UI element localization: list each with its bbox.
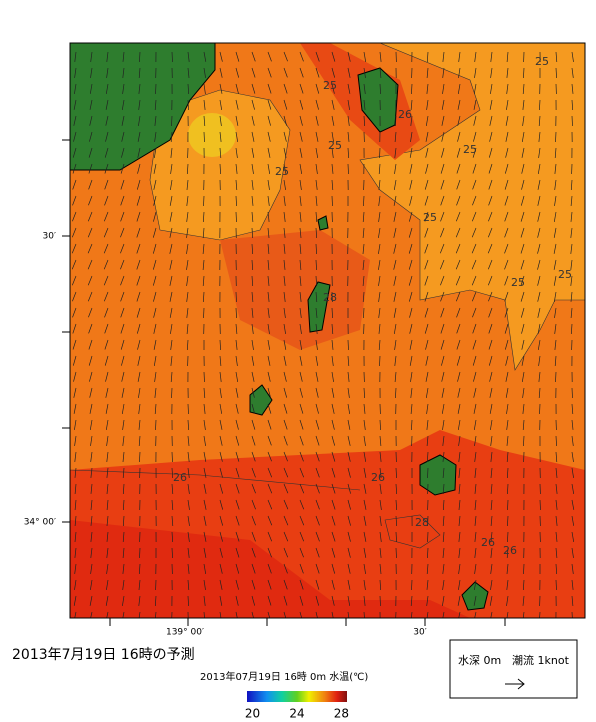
colorbar-tick-label: 28: [334, 707, 349, 721]
contour-label: 25: [328, 139, 342, 152]
colorbar-tick-label: 24: [289, 707, 304, 721]
contour-label: 26: [398, 108, 412, 121]
legend-arrow: [505, 678, 525, 690]
sea-temperature: [70, 43, 585, 618]
contour-label: 26: [173, 471, 187, 484]
legend-current: 潮流 1knot: [512, 653, 570, 667]
contour-label: 26: [481, 536, 495, 549]
colorbar: [247, 691, 347, 702]
contour-label: 25: [535, 55, 549, 68]
map-title: 2013年7月19日 16時の予測: [12, 647, 195, 663]
contour-label: 26: [371, 471, 385, 484]
map-subtitle: 2013年07月19日 16時 0m 水温(℃): [200, 670, 368, 683]
contour-label: 25: [423, 211, 437, 224]
contour-label: 25: [463, 143, 477, 156]
contour-label: 25: [558, 268, 572, 281]
current-arrows: [71, 51, 575, 618]
legend-depth: 水深 0m: [458, 654, 501, 667]
map-frame: [69, 42, 586, 619]
contour-label: 25: [511, 276, 525, 289]
legend-box: [449, 639, 578, 699]
contour-label: 28: [415, 516, 429, 529]
lat-label: 34° 00′: [24, 518, 56, 528]
contour-label: 25: [275, 165, 289, 178]
lon-label: 139° 00′: [166, 628, 204, 638]
contour-label: 25: [323, 79, 337, 92]
contour-label: 28: [323, 291, 337, 304]
lat-label: 30′: [43, 232, 57, 242]
contour-label: 26: [503, 544, 517, 557]
lon-label: 30′: [413, 628, 427, 638]
colorbar-tick-label: 20: [245, 707, 260, 721]
